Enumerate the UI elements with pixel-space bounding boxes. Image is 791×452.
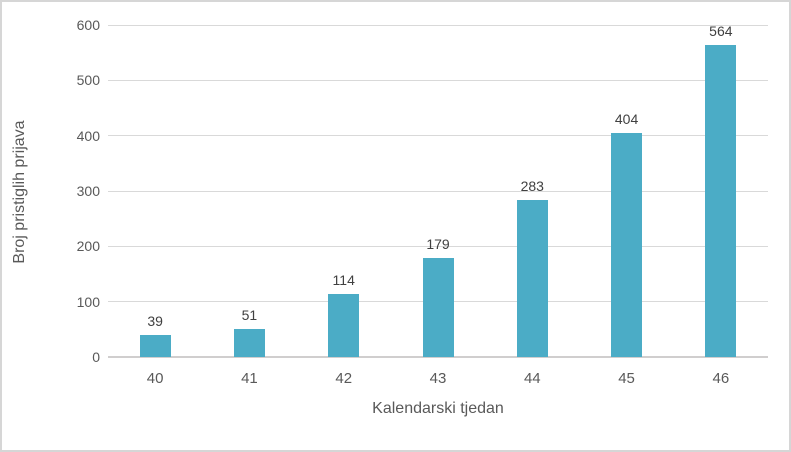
x-tick-label-44: 44 xyxy=(523,370,541,387)
x-tick-label-42: 42 xyxy=(335,370,353,387)
data-label-week-42: 114 xyxy=(332,272,355,288)
y-axis-title: Broj pristiglih prijava xyxy=(11,120,28,264)
plot-area: 39 51 114 179 283 404 564 xyxy=(108,23,768,358)
x-axis-line xyxy=(108,356,768,358)
y-tick-label-600: 600 xyxy=(76,17,100,33)
y-tick-label-300: 300 xyxy=(76,183,100,199)
bar-week-44 xyxy=(516,200,548,357)
bar-week-43 xyxy=(422,258,454,357)
data-label-week-41: 51 xyxy=(241,307,258,323)
y-tick-label-0: 0 xyxy=(92,349,100,365)
x-tick-label-45: 45 xyxy=(618,370,635,387)
y-tick-label-400: 400 xyxy=(76,127,100,144)
bar-week-40 xyxy=(139,335,171,357)
data-label-week-43: 179 xyxy=(426,236,450,252)
gridline-y-600 xyxy=(108,24,768,26)
gridline-y-200 xyxy=(108,245,768,247)
bar-week-46 xyxy=(705,45,737,357)
x-tick-label-43: 43 xyxy=(429,370,447,387)
gridline-y-300 xyxy=(108,190,768,192)
gridline-y-500 xyxy=(108,79,768,81)
gridline-y-400 xyxy=(108,135,768,137)
bar-week-41 xyxy=(233,329,265,357)
x-tick-label-40: 40 xyxy=(146,370,164,387)
bar-week-45 xyxy=(611,133,643,357)
y-tick-label-500: 500 xyxy=(76,72,100,89)
data-label-week-40: 39 xyxy=(147,313,163,329)
data-label-week-45: 404 xyxy=(614,111,639,127)
x-tick-label-46: 46 xyxy=(712,370,730,387)
y-tick-label-100: 100 xyxy=(76,293,100,310)
x-axis-title: Kalendarski tjedan xyxy=(372,400,504,417)
data-label-week-46: 564 xyxy=(709,23,733,39)
bar-week-42 xyxy=(328,294,360,357)
y-tick-label-200: 200 xyxy=(76,238,100,255)
x-tick-label-41: 41 xyxy=(241,370,258,387)
data-label-week-44: 283 xyxy=(520,178,544,194)
